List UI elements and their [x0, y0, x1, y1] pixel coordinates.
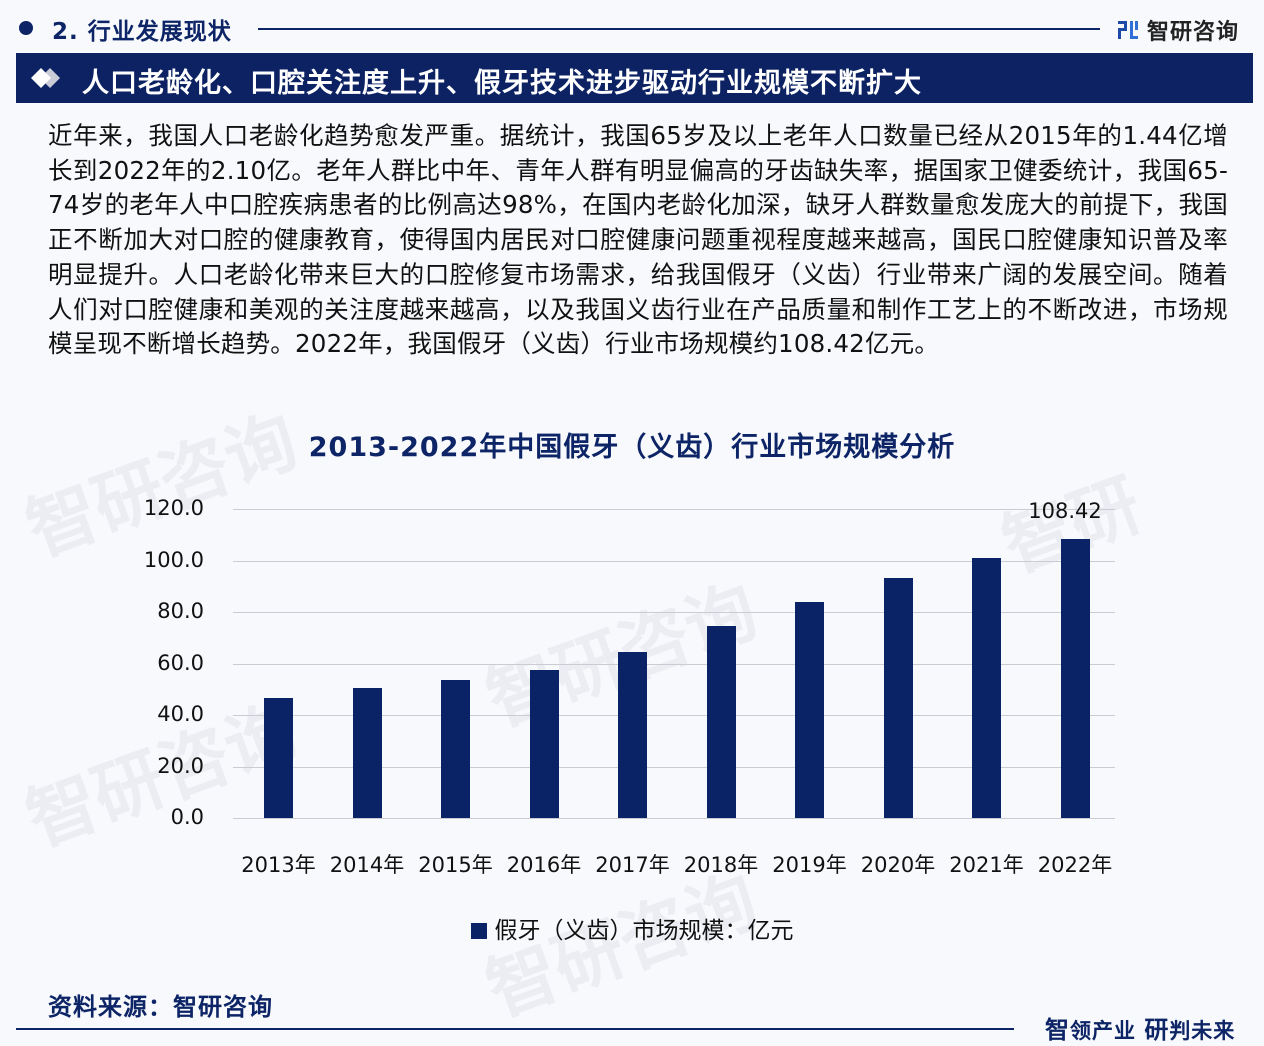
x-tick-label: 2014年 — [329, 853, 405, 877]
bar-2015年 — [441, 679, 470, 818]
gridline — [233, 818, 1115, 819]
slogan: 智领产业 研判未来 — [1045, 1016, 1236, 1044]
x-tick-label: 2016年 — [506, 853, 582, 877]
gridline — [233, 663, 1115, 665]
headline-banner: 人口老龄化、口腔关注度上升、假牙技术进步驱动行业规模不断扩大 — [16, 53, 1253, 103]
y-tick-label: 60.0 — [157, 650, 204, 675]
x-tick-label: 2017年 — [595, 853, 670, 877]
x-tick-label: 2020年 — [860, 853, 936, 877]
logo-text: 智研咨询 — [1147, 20, 1240, 45]
gridline — [233, 766, 1115, 768]
y-tick-label: 80.0 — [157, 599, 204, 623]
bar-2017年 — [618, 651, 647, 818]
bar-2021年 — [972, 557, 1001, 818]
chart-legend: 假牙（义齿）市场规模：亿元 — [0, 911, 1264, 945]
bar-2013年 — [264, 698, 293, 818]
bullet-dot-icon — [19, 21, 33, 35]
y-tick-label: 100.0 — [143, 547, 204, 572]
source-note: 资料来源：智研咨询 — [48, 993, 273, 1021]
bar-2022年 — [1060, 538, 1090, 818]
y-tick-label: 20.0 — [157, 753, 204, 778]
brand-logo: 智研咨询 — [1117, 14, 1239, 46]
y-tick-label: 0.0 — [170, 805, 204, 829]
bar-2016年 — [529, 669, 559, 818]
gridline — [233, 612, 1115, 613]
x-tick-label: 2015年 — [418, 853, 493, 877]
gridline — [233, 715, 1115, 716]
logo-mark-icon — [1118, 21, 1138, 39]
x-tick-label: 2018年 — [683, 853, 759, 877]
legend-label: 假牙（义齿）市场规模：亿元 — [494, 918, 794, 944]
gridline — [233, 509, 1115, 510]
section-title: 2. 行业发展现状 — [52, 19, 232, 45]
bar-2019年 — [795, 601, 824, 818]
data-label: 108.42 — [1028, 498, 1102, 523]
chart-title: 2013-2022年中国假牙（义齿）行业市场规模分析 — [308, 432, 956, 463]
y-tick-label: 40.0 — [157, 702, 204, 726]
legend-swatch — [470, 923, 487, 939]
top-header: 2. 行业发展现状 智研咨询 — [0, 0, 1264, 50]
bar-2014年 — [352, 687, 382, 818]
bar-2020年 — [883, 578, 913, 818]
header-divider — [258, 28, 1100, 30]
bar-chart: 0.0 20.0 40.0 60.0 80.0 100.0 120.0 2013年 2014年 2… — [0, 480, 1264, 940]
x-tick-label: 2019年 — [772, 853, 847, 877]
banner-title: 人口老龄化、口腔关注度上升、假牙技术进步驱动行业规模不断扩大 — [82, 68, 922, 99]
footer-divider — [16, 1028, 1014, 1030]
bar-2018年 — [706, 625, 736, 818]
x-tick-label: 2022年 — [1037, 853, 1113, 877]
x-tick-label: 2021年 — [949, 853, 1024, 877]
x-tick-label: 2013年 — [241, 853, 316, 877]
body-paragraph: 近年来，我国人口老龄化趋势愈发严重。据统计，我国65岁及以上老年人口数量已经从2… — [48, 121, 1228, 359]
gridline — [233, 560, 1115, 562]
double-diamond-icon — [31, 68, 60, 88]
y-tick-label: 120.0 — [143, 496, 204, 520]
